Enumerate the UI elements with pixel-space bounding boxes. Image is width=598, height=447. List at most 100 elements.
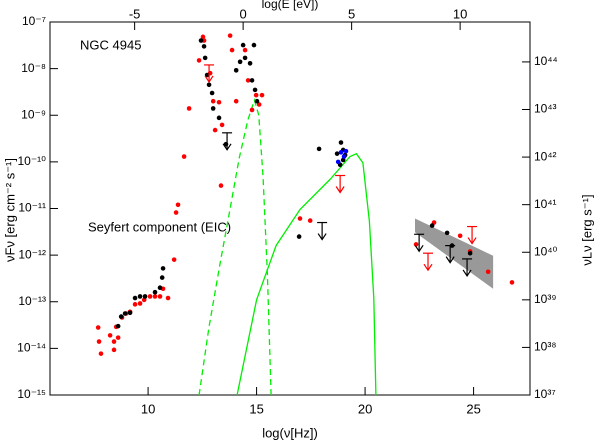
upper-limit	[204, 64, 215, 84]
data-point	[160, 266, 166, 271]
data-point	[142, 294, 148, 299]
data-point	[95, 325, 101, 330]
x-tick-label: 25	[466, 401, 480, 416]
upper-limit	[317, 221, 328, 241]
annotation: Seyfert component (EIC)	[88, 219, 231, 234]
data-point	[209, 90, 215, 96]
data-point	[237, 59, 243, 65]
data-point	[259, 92, 265, 98]
data-point	[307, 218, 313, 223]
upper-limit-head	[445, 256, 455, 264]
x2-tick-label: 5	[348, 6, 355, 21]
data-point	[343, 148, 349, 154]
data-point	[137, 301, 143, 306]
data-point	[229, 47, 235, 53]
data-point	[252, 87, 258, 93]
x-tick-label: 10	[141, 401, 155, 416]
confidence-band	[414, 218, 494, 289]
data-point	[132, 302, 138, 307]
upper-limit	[414, 233, 425, 253]
data-point	[118, 314, 124, 319]
y2-tick-label: 10³⁸	[534, 340, 556, 354]
y-axis-label: νFν [erg cm⁻² s⁻¹]	[2, 158, 17, 262]
data-point	[296, 234, 302, 239]
data-point	[216, 115, 222, 121]
data-point	[210, 98, 216, 104]
plot-frame	[49, 21, 531, 396]
data-point	[122, 311, 128, 316]
upper-limit-head	[423, 263, 433, 272]
data-point	[137, 294, 143, 299]
data-point	[467, 250, 473, 256]
data-point	[457, 233, 463, 239]
y2-tick-label: 10³⁷	[534, 387, 556, 401]
x-tick-label: 15	[249, 401, 263, 416]
data-point	[201, 44, 207, 49]
upper-limit	[423, 252, 434, 272]
y-tick-label: 10⁻⁹	[21, 107, 46, 121]
x2-tick-label: -5	[129, 6, 141, 21]
upper-limit-head	[204, 75, 214, 84]
model-curve	[236, 152, 377, 396]
y2-tick-label: 10⁴³	[534, 102, 557, 116]
data-point	[152, 294, 158, 299]
x-tick-label: 20	[358, 401, 372, 416]
data-point	[242, 55, 248, 61]
data-point	[240, 42, 246, 48]
data-point	[509, 280, 515, 285]
data-point	[254, 98, 260, 104]
y-tick-label: 10⁻¹⁰	[18, 154, 47, 168]
data-point	[297, 216, 303, 221]
data-point	[200, 34, 206, 40]
data-point	[219, 122, 225, 128]
data-point	[157, 294, 163, 299]
y-tick-label: 10⁻¹⁴	[17, 341, 46, 355]
data-point	[198, 38, 204, 43]
data-point	[159, 275, 165, 280]
y2-axis-label: νLν [erg s⁻¹]	[579, 194, 594, 265]
data-point	[115, 323, 121, 329]
data-point	[111, 339, 117, 344]
data-point	[251, 42, 257, 48]
y2-tick-label: 10⁴⁰	[534, 244, 558, 258]
data-point	[253, 92, 259, 98]
data-point	[212, 127, 218, 133]
upper-limit	[467, 225, 478, 245]
data-point	[132, 295, 138, 301]
data-point	[444, 230, 450, 236]
data-point	[233, 68, 239, 73]
data-point	[335, 159, 341, 165]
data-point	[98, 351, 104, 356]
data-point	[96, 339, 102, 344]
y2-tick-label: 10³⁹	[534, 292, 556, 306]
y-tick-label: 10⁻¹³	[18, 294, 46, 308]
data-point	[247, 61, 253, 66]
y2-tick-label: 10⁴¹	[534, 197, 557, 211]
data-point	[107, 333, 113, 338]
upper-limit-head	[467, 237, 477, 245]
data-point	[341, 154, 347, 159]
data-point	[173, 210, 179, 215]
data-point	[429, 223, 435, 228]
y-tick-label: 10⁻⁸	[21, 61, 46, 75]
data-point	[157, 285, 163, 291]
data-point	[202, 55, 208, 61]
data-point	[127, 310, 133, 316]
x2-axis-label: log(E [eV])	[262, 0, 319, 11]
data-point	[206, 82, 212, 88]
data-point	[218, 183, 224, 188]
data-point	[186, 106, 192, 111]
x2-tick-label: 0	[240, 6, 247, 21]
data-point	[334, 151, 340, 156]
data-point	[152, 289, 158, 295]
data-point	[196, 58, 202, 63]
upper-limit-head	[414, 244, 424, 253]
data-point	[338, 140, 344, 145]
y-tick-label: 10⁻¹¹	[18, 201, 46, 215]
data-point	[115, 335, 121, 340]
data-point	[256, 102, 262, 107]
upper-limit-head	[317, 233, 327, 241]
annotation: NGC 4945	[80, 37, 141, 52]
data-point	[338, 150, 344, 155]
